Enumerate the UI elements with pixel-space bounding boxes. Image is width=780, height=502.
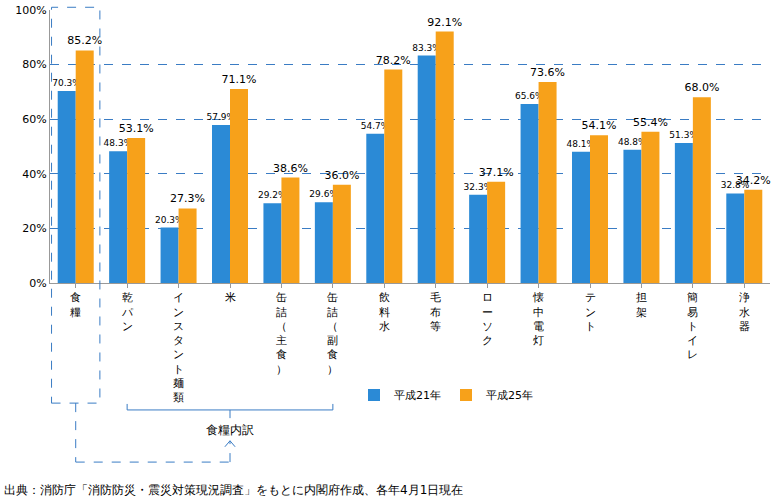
svg-text:平成21年: 平成21年 xyxy=(394,389,441,402)
svg-text:乾パン: 乾パン xyxy=(121,291,134,333)
svg-text:20.3%: 20.3% xyxy=(155,215,184,225)
svg-text:29.6%: 29.6% xyxy=(309,189,338,199)
svg-text:ローソク: ローソク xyxy=(482,291,493,347)
svg-text:48.8%: 48.8% xyxy=(618,137,647,147)
svg-text:缶詰（副食）: 缶詰（副食） xyxy=(327,291,338,376)
svg-text:51.3%: 51.3% xyxy=(669,130,698,140)
svg-text:平成25年: 平成25年 xyxy=(486,389,533,402)
svg-text:100%: 100% xyxy=(15,4,46,17)
svg-text:83.3%: 83.3% xyxy=(412,43,441,53)
svg-text:48.3%: 48.3% xyxy=(104,138,133,148)
svg-text:73.6%: 73.6% xyxy=(530,66,565,79)
svg-text:71.1%: 71.1% xyxy=(222,73,257,86)
svg-text:70.3%: 70.3% xyxy=(52,78,81,88)
svg-text:0%: 0% xyxy=(29,277,46,290)
svg-text:36.0%: 36.0% xyxy=(324,169,359,182)
svg-text:60%: 60% xyxy=(22,113,46,126)
svg-text:米: 米 xyxy=(225,291,236,304)
svg-text:34.2%: 34.2% xyxy=(736,174,771,187)
svg-text:54.1%: 54.1% xyxy=(582,119,617,132)
svg-text:53.1%: 53.1% xyxy=(119,122,154,135)
svg-text:80%: 80% xyxy=(22,58,46,71)
svg-text:食糧内訳: 食糧内訳 xyxy=(206,423,254,437)
svg-text:懐中電灯: 懐中電灯 xyxy=(532,291,544,347)
svg-text:48.1%: 48.1% xyxy=(566,139,595,149)
svg-text:55.4%: 55.4% xyxy=(633,116,668,129)
svg-text:テント: テント xyxy=(585,291,596,333)
svg-text:簡易トイレ: 簡易トイレ xyxy=(687,291,698,361)
svg-text:インスタント麺類: インスタント麺類 xyxy=(173,291,184,404)
svg-text:毛布等: 毛布等 xyxy=(430,291,441,333)
svg-text:27.3%: 27.3% xyxy=(170,192,205,205)
svg-text:20%: 20% xyxy=(22,222,46,235)
svg-text:出典：消防庁「消防防災・震災対策現況調査」をもとに内閣府作成: 出典：消防庁「消防防災・震災対策現況調査」をもとに内閣府作成、各年4月1日現在 xyxy=(4,483,463,497)
svg-text:37.1%: 37.1% xyxy=(479,166,514,179)
svg-text:57.9%: 57.9% xyxy=(206,112,235,122)
svg-text:飲料水: 飲料水 xyxy=(379,291,390,333)
svg-text:担架: 担架 xyxy=(636,291,647,318)
svg-text:32.3%: 32.3% xyxy=(464,182,493,192)
svg-text:缶詰（主食）: 缶詰（主食） xyxy=(276,291,287,376)
svg-text:40%: 40% xyxy=(22,168,46,181)
svg-text:浄水器: 浄水器 xyxy=(739,291,750,333)
svg-text:54.7%: 54.7% xyxy=(361,121,390,131)
svg-text:食糧: 食糧 xyxy=(70,291,81,318)
svg-text:32.8%: 32.8% xyxy=(721,180,750,190)
svg-text:78.2%: 78.2% xyxy=(376,54,411,67)
svg-text:85.2%: 85.2% xyxy=(67,34,102,47)
svg-text:65.6%: 65.6% xyxy=(515,91,544,101)
svg-text:38.6%: 38.6% xyxy=(273,162,308,175)
svg-text:68.0%: 68.0% xyxy=(684,81,719,94)
svg-text:92.1%: 92.1% xyxy=(427,16,462,29)
svg-text:29.2%: 29.2% xyxy=(258,190,287,200)
